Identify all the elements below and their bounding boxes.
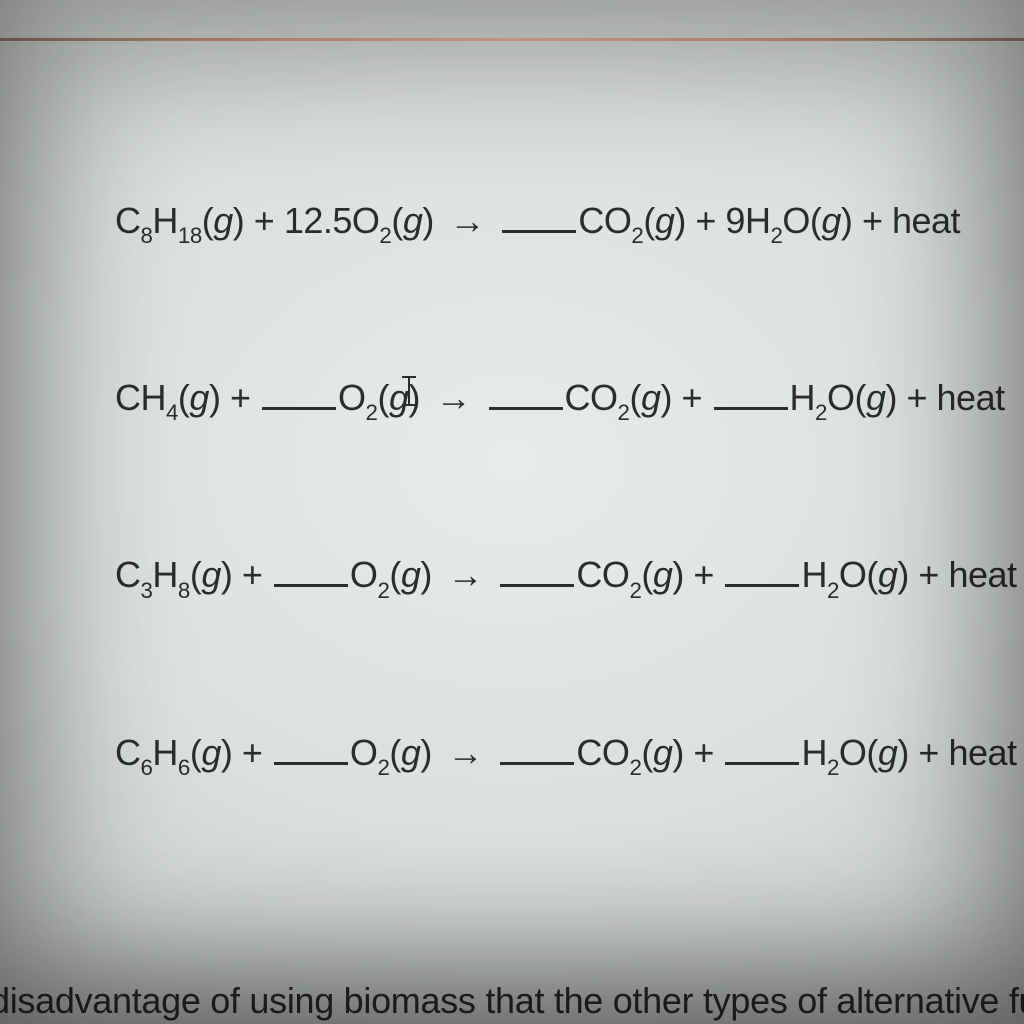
equation-row: C3H8(g) + O2(g) → CO2(g) + H2O(g) + heat — [115, 554, 1024, 601]
plus-sign: + — [242, 732, 272, 773]
o2-term: O2(g) — [350, 732, 432, 773]
accent-top-bar — [0, 38, 1024, 41]
o2-term: O2(g) — [350, 554, 432, 595]
fuel-formula: C3H8(g) — [115, 554, 232, 595]
equation-row: CH4(g) + O2(g) → CO2(g) + H2O(g) + heat — [115, 377, 1024, 424]
plus-sign: + — [918, 554, 948, 595]
co2-term: CO2(g) — [578, 200, 685, 241]
heat-label: heat — [948, 732, 1016, 773]
plus-sign: + — [907, 377, 937, 418]
fuel-formula: C8H18(g) — [115, 200, 244, 241]
h2o-term: H2O(g) — [801, 554, 908, 595]
coefficient-blank[interactable] — [502, 204, 576, 233]
fuel-formula: C6H6(g) — [115, 732, 232, 773]
o2-term: O2(g) — [338, 377, 420, 418]
arrow-icon: → — [447, 554, 483, 595]
plus-sign: + — [695, 200, 725, 241]
co2-term: CO2(g) — [576, 732, 683, 773]
h2o-term: H2O(g) — [790, 377, 897, 418]
co2-term: CO2(g) — [565, 377, 672, 418]
arrow-icon: → — [447, 732, 483, 773]
co2-term: CO2(g) — [576, 554, 683, 595]
plus-sign: + — [681, 377, 711, 418]
h2o-term: 9H2O(g) — [725, 200, 852, 241]
arrow-icon: → — [435, 377, 471, 418]
footer-question-text: disadvantage of using biomass that the o… — [0, 980, 1024, 1024]
equation-row: C8H18(g) + 12.5O2(g) → CO2(g) + 9H2O(g) … — [115, 200, 1024, 247]
equation-worksheet: C8H18(g) + 12.5O2(g) → CO2(g) + 9H2O(g) … — [0, 200, 1024, 909]
coefficient-blank[interactable] — [274, 736, 348, 765]
heat-label: heat — [937, 377, 1005, 418]
plus-sign: + — [862, 200, 892, 241]
coefficient-blank[interactable] — [489, 381, 563, 410]
coefficient-blank[interactable] — [725, 559, 799, 588]
coefficient-blank[interactable] — [274, 559, 348, 588]
fuel-formula: CH4(g) — [115, 377, 220, 418]
equation-row: C6H6(g) + O2(g) → CO2(g) + H2O(g) + heat — [115, 732, 1024, 779]
coefficient-blank[interactable] — [500, 559, 574, 588]
coefficient-blank[interactable] — [262, 381, 336, 410]
coefficient-blank[interactable] — [725, 736, 799, 765]
o2-term: 12.5O2(g) — [284, 200, 434, 241]
coefficient-blank[interactable] — [714, 381, 788, 410]
plus-sign: + — [693, 732, 723, 773]
coefficient-blank[interactable] — [500, 736, 574, 765]
h2o-term: H2O(g) — [801, 732, 908, 773]
plus-sign: + — [918, 732, 948, 773]
arrow-icon: → — [449, 200, 485, 241]
heat-label: heat — [892, 200, 960, 241]
plus-sign: + — [242, 554, 272, 595]
plus-sign: + — [254, 200, 284, 241]
plus-sign: + — [230, 377, 260, 418]
heat-label: heat — [948, 554, 1016, 595]
plus-sign: + — [693, 554, 723, 595]
